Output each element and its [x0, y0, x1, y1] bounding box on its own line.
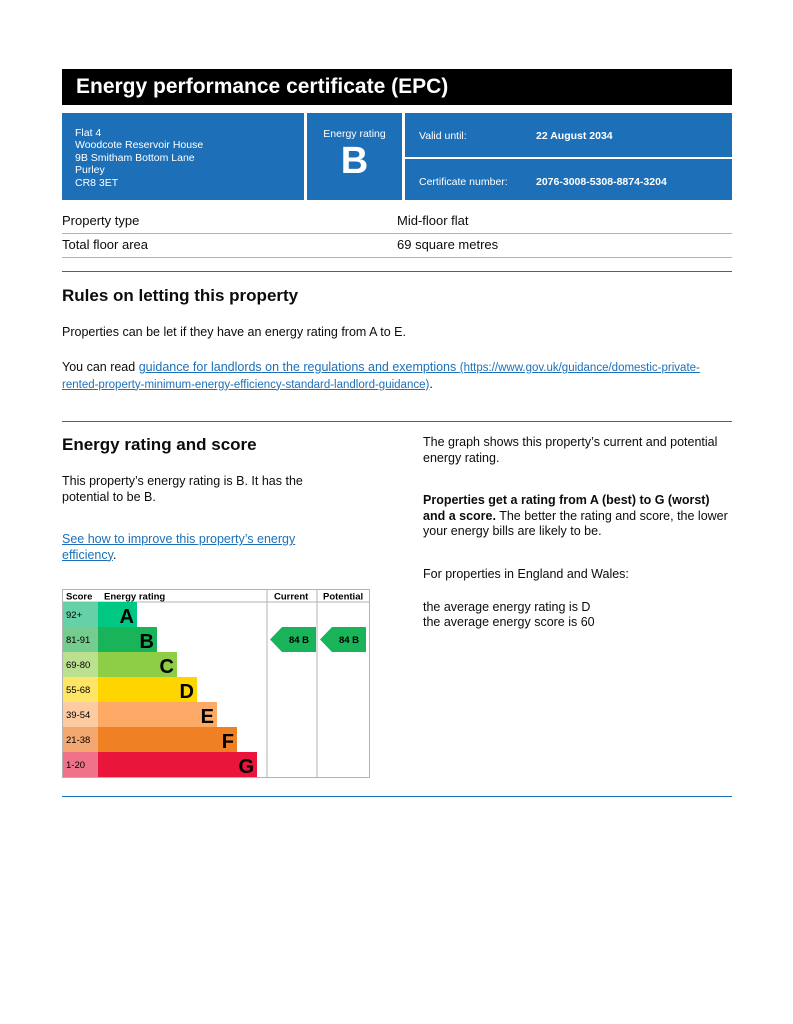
address-line: 9B Smitham Bottom Lane: [75, 151, 195, 164]
divider: [62, 796, 732, 797]
divider: [62, 421, 732, 422]
property-type-row: Property type Mid-floor flat: [62, 209, 732, 234]
address-line: Woodcote Reservoir House: [75, 139, 204, 152]
score-cell: [63, 652, 98, 677]
score-range: 69-80: [66, 660, 90, 671]
valid-label: Valid until:: [419, 130, 467, 142]
address-line: Purley: [75, 164, 105, 177]
score-text: This property’s energy rating is B. It h…: [62, 474, 303, 504]
floor-area-row: Total floor area 69 square metres: [62, 233, 732, 258]
row-label: Total floor area: [62, 237, 148, 252]
address-line: Flat 4: [75, 127, 102, 139]
text: .: [112, 547, 117, 562]
band-bar-C: [98, 652, 177, 677]
score-heading: Energy rating and score: [62, 435, 257, 454]
score-cell: [63, 602, 98, 627]
band-bar-A: [98, 602, 137, 627]
energy-rating-box: Energy rating B: [307, 113, 402, 200]
row-value: 69 square metres: [397, 237, 499, 252]
average-rating: the average energy rating is D: [423, 600, 591, 614]
improve-text: See how to improve this property’s energ…: [62, 532, 332, 563]
band-bar-B: [98, 627, 157, 652]
average-score: the average energy score is 60: [423, 615, 595, 629]
valid-until: Valid until: 22 August 2034: [405, 113, 732, 157]
rating-arrow-label: 84 B: [289, 635, 309, 646]
rating-arrow: [320, 627, 366, 652]
band-letter: C: [160, 656, 174, 678]
certificate-number: Certificate number: 2076-3008-5308-8874-…: [405, 159, 732, 200]
column-header: Score: [66, 592, 92, 603]
band-letter: D: [180, 681, 194, 703]
rating-arrow: [270, 627, 316, 652]
row-label: Property type: [62, 213, 140, 228]
band-letter: A: [120, 606, 134, 628]
score-cell: [63, 752, 98, 777]
rating-explanation: Properties get a rating from A (best) to…: [423, 493, 728, 538]
chart-border: [62, 589, 370, 778]
score-range: 21-38: [66, 735, 90, 746]
score-cell: [63, 727, 98, 752]
rating-arrow-label: 84 B: [339, 635, 359, 646]
band-bar-E: [98, 702, 217, 727]
band-letter: E: [201, 706, 214, 728]
column-header: Energy rating: [104, 592, 165, 603]
energy-rating-letter: B: [340, 140, 369, 182]
region-text: For properties in England and Wales:: [423, 567, 629, 581]
score-range: 81-91: [66, 635, 90, 646]
cert-label: Certificate number:: [419, 176, 508, 188]
score-range: 39-54: [66, 710, 90, 721]
valid-value: 22 August 2034: [536, 130, 613, 142]
page-title: Energy performance certificate (EPC): [62, 69, 732, 105]
guidance-text: You can read guidance for landlords on t…: [62, 360, 712, 393]
address: Flat 4 Woodcote Reservoir House 9B Smith…: [62, 113, 304, 200]
column-header: Current: [274, 592, 309, 603]
text: You can read: [62, 360, 139, 374]
row-value: Mid-floor flat: [397, 213, 469, 228]
cert-value: 2076-3008-5308-8874-3204: [536, 176, 667, 188]
score-range: 92+: [66, 610, 83, 621]
address-line: CR8 3ET: [75, 176, 119, 189]
score-cell: [63, 702, 98, 727]
guidance-link[interactable]: guidance for landlords on the regulation…: [62, 360, 700, 391]
band-letter: F: [222, 731, 234, 753]
score-cell: [63, 627, 98, 652]
improve-link[interactable]: See how to improve this property’s energ…: [62, 532, 296, 562]
text: .: [429, 376, 433, 391]
score-cell: [63, 677, 98, 702]
energy-rating-label: Energy rating: [323, 128, 386, 140]
rules-text: Properties can be let if they have an en…: [62, 325, 406, 339]
band-letter: B: [140, 631, 154, 653]
score-range: 1-20: [66, 760, 85, 771]
score-range: 55-68: [66, 685, 90, 696]
energy-rating-chart: Score Energy rating Current Potential 92+ A 81…: [62, 589, 370, 778]
band-letter: G: [238, 756, 254, 778]
band-bar-G: [98, 752, 257, 777]
band-bar-D: [98, 677, 197, 702]
graph-text: The graph shows this property’s current …: [423, 435, 718, 465]
column-header: Potential: [323, 592, 363, 603]
divider: [62, 271, 732, 272]
band-bar-F: [98, 727, 237, 752]
rules-heading: Rules on letting this property: [62, 286, 299, 305]
